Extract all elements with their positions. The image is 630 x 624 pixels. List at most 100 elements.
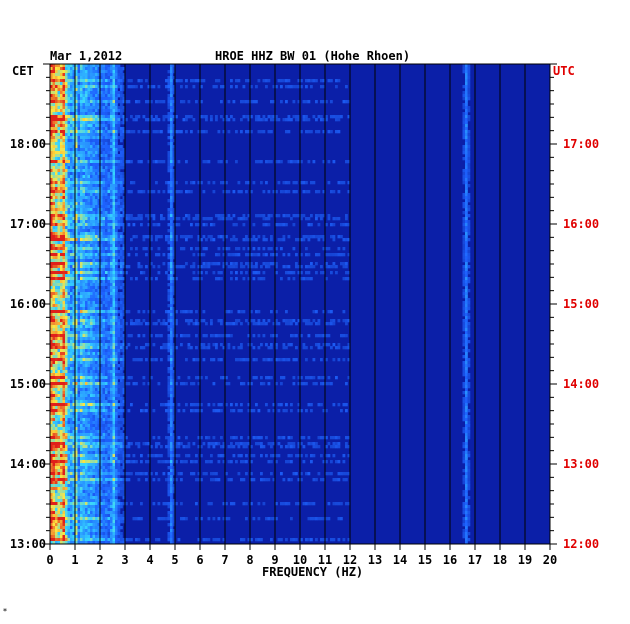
heat-cell	[170, 118, 173, 122]
heat-cell	[345, 277, 348, 281]
heat-cell	[62, 196, 66, 200]
heat-cell	[467, 79, 471, 83]
heat-cell	[67, 136, 71, 140]
heat-cell	[100, 136, 103, 140]
heat-cell	[60, 340, 63, 344]
heat-cell	[80, 322, 83, 326]
heat-cell	[65, 205, 68, 209]
heat-cell	[62, 82, 66, 86]
heat-cell	[170, 88, 173, 92]
heat-cell	[110, 250, 113, 254]
heat-cell	[185, 214, 188, 218]
heat-cell	[87, 139, 91, 143]
heat-cell	[262, 382, 266, 386]
heat-cell	[102, 238, 106, 242]
heat-cell	[60, 100, 63, 104]
heat-cell	[190, 319, 193, 323]
heat-cell	[170, 136, 173, 140]
heat-cell	[80, 316, 83, 320]
heat-cell	[112, 154, 116, 158]
heat-cell	[117, 253, 121, 257]
heat-cell	[170, 214, 173, 218]
heat-cell	[117, 343, 121, 347]
heat-cell	[167, 166, 171, 170]
heat-cell	[112, 316, 116, 320]
heat-cell	[110, 325, 113, 329]
heat-cell	[85, 379, 88, 383]
heat-cell	[122, 349, 126, 353]
heat-cell	[77, 331, 81, 335]
heat-cell	[167, 208, 171, 212]
heat-cell	[110, 274, 113, 278]
heat-cell	[127, 100, 131, 104]
heat-cell	[462, 250, 466, 254]
heat-cell	[235, 238, 238, 242]
heat-cell	[67, 139, 71, 143]
heat-cell	[155, 334, 158, 338]
heat-cell	[112, 205, 116, 209]
heat-cell	[80, 211, 83, 215]
heat-cell	[167, 70, 171, 74]
heat-cell	[340, 235, 343, 239]
heat-cell	[232, 238, 236, 242]
heat-cell	[192, 262, 196, 266]
heat-cell	[110, 103, 113, 107]
heat-cell	[97, 169, 101, 173]
heat-cell	[62, 361, 66, 365]
heat-cell	[287, 253, 291, 257]
heat-cell	[167, 313, 171, 317]
heat-cell	[120, 268, 123, 272]
heat-cell	[262, 235, 266, 239]
heat-cell	[57, 94, 61, 98]
heat-cell	[87, 94, 91, 98]
heat-cell	[112, 103, 116, 107]
heat-cell	[110, 358, 113, 362]
heat-cell	[105, 145, 108, 149]
heat-cell	[87, 82, 91, 86]
heat-cell	[152, 160, 156, 164]
heat-cell	[95, 376, 98, 380]
heat-cell	[247, 277, 251, 281]
heat-cell	[97, 280, 101, 284]
heat-cell	[137, 319, 141, 323]
heat-cell	[167, 124, 171, 128]
heat-cell	[170, 247, 173, 251]
heat-cell	[50, 88, 53, 92]
heat-cell	[55, 358, 58, 362]
heat-cell	[82, 271, 86, 275]
heat-cell	[170, 166, 173, 170]
heat-cell	[230, 79, 233, 83]
heat-cell	[192, 181, 196, 185]
heat-cell	[60, 214, 63, 218]
heat-cell	[77, 124, 81, 128]
heat-cell	[220, 100, 223, 104]
heat-cell	[92, 358, 96, 362]
heat-cell	[100, 292, 103, 296]
heat-cell	[267, 79, 271, 83]
heat-cell	[142, 310, 146, 314]
heat-cell	[320, 376, 323, 380]
heat-cell	[55, 97, 58, 101]
heat-cell	[227, 310, 231, 314]
heat-cell	[50, 205, 53, 209]
heat-cell	[90, 244, 93, 248]
heat-cell	[292, 382, 296, 386]
heat-cell	[465, 184, 468, 188]
heat-cell	[120, 184, 123, 188]
heat-cell	[97, 283, 101, 287]
heat-cell	[72, 280, 76, 284]
heat-cell	[85, 310, 88, 314]
heat-cell	[102, 127, 106, 131]
heat-cell	[67, 316, 71, 320]
heat-cell	[300, 214, 303, 218]
heat-cell	[67, 277, 71, 281]
heat-cell	[90, 331, 93, 335]
heat-cell	[90, 133, 93, 137]
heat-cell	[97, 334, 101, 338]
heat-cell	[70, 79, 73, 83]
heat-cell	[52, 202, 56, 206]
heat-cell	[92, 214, 96, 218]
heat-cell	[65, 178, 68, 182]
heat-cell	[72, 382, 76, 386]
heat-cell	[62, 124, 66, 128]
